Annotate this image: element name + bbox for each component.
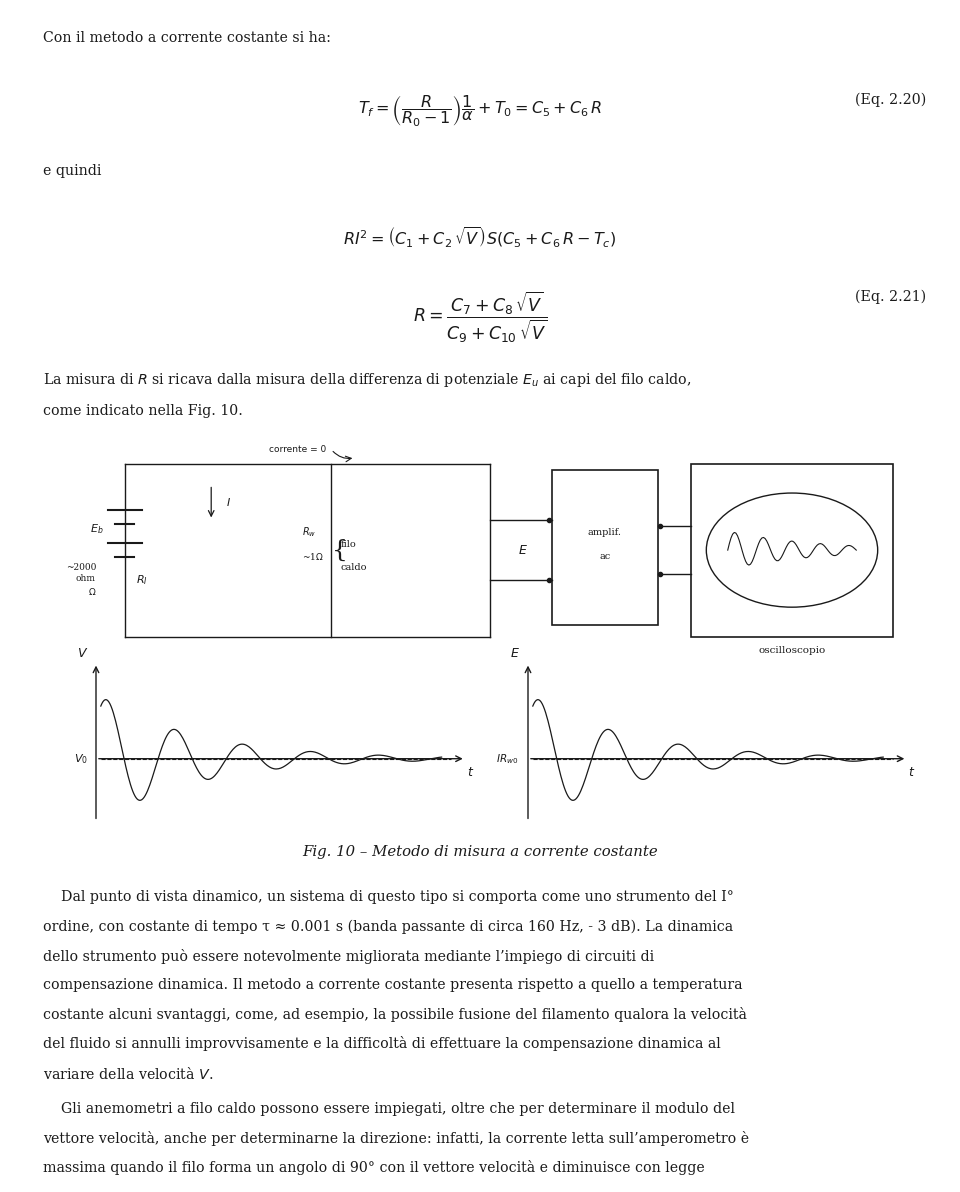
Text: massima quando il filo forma un angolo di 90° con il vettore velocità e diminuis: massima quando il filo forma un angolo d… — [43, 1161, 705, 1175]
Text: La misura di $R$ si ricava dalla misura della differenza di potenziale $E_u$ ai : La misura di $R$ si ricava dalla misura … — [43, 371, 691, 389]
Text: ~2000
ohm
$\Omega$: ~2000 ohm $\Omega$ — [65, 563, 96, 597]
Text: (Eq. 2.21): (Eq. 2.21) — [855, 290, 926, 304]
Text: $E_b$: $E_b$ — [90, 522, 104, 535]
Text: $IR_{w0}$: $IR_{w0}$ — [496, 752, 518, 765]
Text: {: { — [332, 539, 348, 561]
Text: oscilloscopio: oscilloscopio — [758, 646, 826, 656]
Text: $t$: $t$ — [467, 766, 474, 778]
Text: filo: filo — [341, 540, 356, 548]
Text: costante alcuni svantaggi, come, ad esempio, la possibile fusione del filamento : costante alcuni svantaggi, come, ad esem… — [43, 1007, 747, 1023]
Text: vettore velocità, anche per determinarne la direzione: infatti, la corrente lett: vettore velocità, anche per determinarne… — [43, 1131, 750, 1147]
Text: Gli anemometri a filo caldo possono essere impiegati, oltre che per determinare : Gli anemometri a filo caldo possono esse… — [43, 1103, 735, 1116]
Text: del fluido si annulli improvvisamente e la difficoltà di effettuare la compensaz: del fluido si annulli improvvisamente e … — [43, 1037, 721, 1051]
Text: compensazione dinamica. Il metodo a corrente costante presenta rispetto a quello: compensazione dinamica. Il metodo a corr… — [43, 979, 743, 992]
Ellipse shape — [707, 493, 877, 607]
Text: $E$: $E$ — [511, 647, 520, 660]
Text: caldo: caldo — [341, 564, 368, 572]
Text: dello strumento può essere notevolmente migliorata mediante l’impiego di circuit: dello strumento può essere notevolmente … — [43, 949, 655, 964]
Text: ~1$\Omega$: ~1$\Omega$ — [301, 551, 324, 561]
Text: variare della velocità $V$.: variare della velocità $V$. — [43, 1066, 213, 1081]
Text: $V_0$: $V_0$ — [74, 752, 88, 765]
Text: e quindi: e quindi — [43, 164, 102, 179]
Text: corrente = 0: corrente = 0 — [269, 445, 326, 454]
Text: Con il metodo a corrente costante si ha:: Con il metodo a corrente costante si ha: — [43, 31, 331, 45]
Text: Fig. 10 – Metodo di misura a corrente costante: Fig. 10 – Metodo di misura a corrente co… — [302, 845, 658, 859]
Text: $V$: $V$ — [77, 647, 88, 660]
Text: $E$: $E$ — [518, 544, 528, 557]
Text: $R = \dfrac{C_7 + C_8\,\sqrt{V}}{C_9 + C_{10}\,\sqrt{V}}$: $R = \dfrac{C_7 + C_8\,\sqrt{V}}{C_9 + C… — [413, 290, 547, 346]
Text: $RI^2 = \left(C_1 + C_2\,\sqrt{V}\right)S\left(C_5 + C_6\,R - T_c\right)$: $RI^2 = \left(C_1 + C_2\,\sqrt{V}\right)… — [344, 224, 616, 249]
Bar — [691, 464, 893, 637]
Text: $R_I$: $R_I$ — [136, 573, 148, 586]
Text: amplif.: amplif. — [588, 528, 622, 538]
Text: ac: ac — [599, 552, 611, 561]
Text: $I$: $I$ — [226, 496, 230, 509]
Bar — [552, 470, 658, 625]
Text: (Eq. 2.20): (Eq. 2.20) — [855, 93, 926, 107]
Text: $t$: $t$ — [908, 766, 916, 778]
Text: $R_w$: $R_w$ — [302, 526, 317, 539]
Text: Dal punto di vista dinamico, un sistema di questo tipo si comporta come uno stru: Dal punto di vista dinamico, un sistema … — [43, 890, 734, 905]
Text: $T_f = \left(\dfrac{R}{R_0-1}\right)\dfrac{1}{\alpha}+T_0 = C_5 + C_6\,R$: $T_f = \left(\dfrac{R}{R_0-1}\right)\dfr… — [358, 93, 602, 129]
Text: come indicato nella Fig. 10.: come indicato nella Fig. 10. — [43, 404, 243, 418]
Text: $V\sin\theta$ al diminuire dell’angolo. Un metodo più preciso del precedente con: $V\sin\theta$ al diminuire dell’angolo. … — [43, 1190, 743, 1192]
Text: ordine, con costante di tempo τ ≈ 0.001 s (banda passante di circa 160 Hz, - 3 d: ordine, con costante di tempo τ ≈ 0.001 … — [43, 920, 733, 935]
